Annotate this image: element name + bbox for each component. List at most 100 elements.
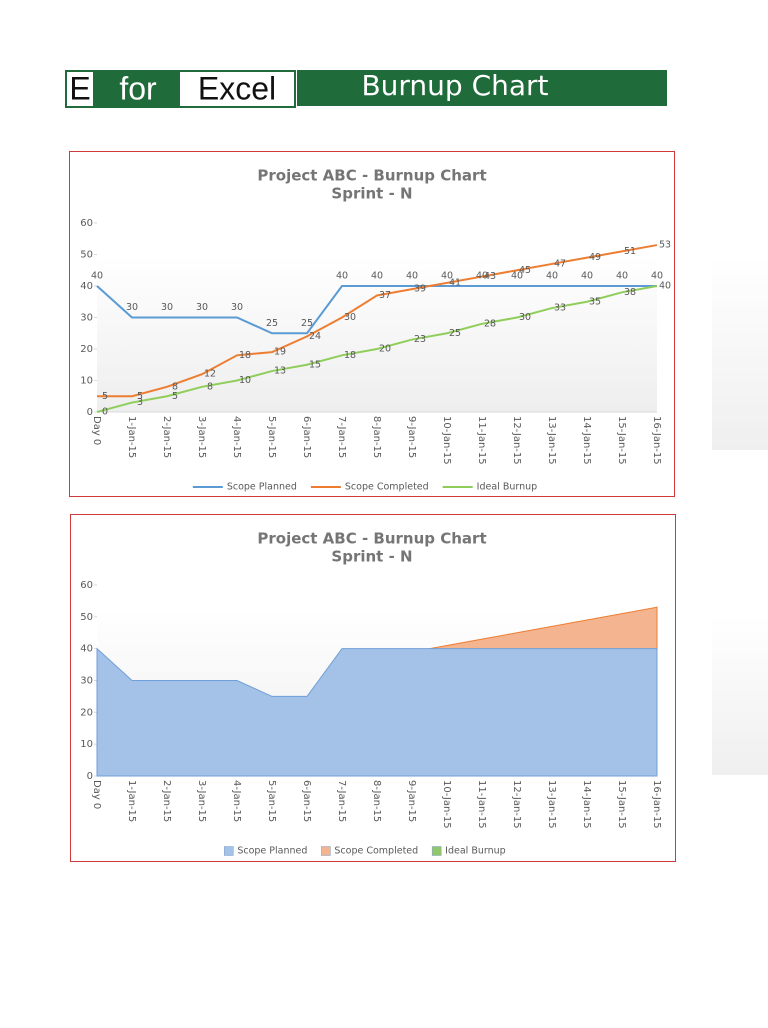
data-label: 30 (519, 312, 531, 323)
data-label: 40 (546, 271, 558, 282)
logo-for: for (119, 70, 157, 106)
x-tick-label: 4-Jan-15 (231, 780, 242, 822)
x-tick-label: Day 0 (91, 416, 102, 445)
data-label: 40 (91, 271, 103, 282)
y-tick-label: 30 (80, 676, 93, 687)
data-label: 30 (126, 302, 138, 313)
x-tick-label: 14-Jan-15 (581, 780, 592, 829)
x-tick-label: 5-Jan-15 (266, 780, 277, 822)
x-tick-label: 14-Jan-15 (581, 416, 592, 465)
x-tick-label: 11-Jan-15 (476, 416, 487, 465)
series-line (96, 285, 657, 335)
x-tick-label: 13-Jan-15 (546, 780, 557, 829)
logo-e: E (69, 70, 90, 106)
data-label: 3 (137, 397, 143, 408)
logo-excel: Excel (198, 70, 276, 106)
x-tick-label: 8-Jan-15 (371, 416, 382, 458)
legend-label: Scope Completed (345, 482, 429, 493)
page-title: Burnup Chart (361, 69, 548, 102)
data-label: 5 (102, 391, 108, 402)
data-label: 5 (137, 391, 143, 402)
data-label: 40 (616, 271, 628, 282)
data-label: 15 (309, 359, 321, 370)
x-tick-label: 10-Jan-15 (441, 780, 452, 829)
x-tick-label: 9-Jan-15 (406, 780, 417, 822)
chart-title: Project ABC - Burnup Chart (257, 167, 486, 185)
data-label: 8 (172, 381, 178, 392)
y-tick-label: 20 (80, 707, 93, 718)
data-label: 40 (406, 271, 418, 282)
x-tick-label: 15-Jan-15 (616, 416, 627, 465)
data-label: 45 (519, 265, 531, 276)
data-label: 30 (344, 312, 356, 323)
title-bar (297, 70, 667, 106)
y-tick-label: 0 (87, 407, 93, 418)
data-label: 51 (624, 246, 636, 257)
y-tick-label: 10 (80, 376, 93, 387)
x-tick-label: 3-Jan-15 (196, 780, 207, 822)
data-label: 40 (441, 271, 453, 282)
data-label: 40 (511, 271, 523, 282)
data-label: 20 (379, 344, 391, 355)
data-label: 10 (239, 375, 251, 386)
y-tick-label: 60 (80, 218, 93, 229)
data-label: 53 (659, 240, 671, 251)
x-tick-label: 2-Jan-15 (161, 780, 172, 822)
data-label: 40 (581, 271, 593, 282)
x-tick-label: 11-Jan-15 (476, 780, 487, 829)
y-tick-label: 30 (80, 313, 93, 324)
data-label: 23 (414, 334, 426, 345)
data-label: 30 (196, 302, 208, 313)
x-tick-label: 16-Jan-15 (651, 416, 662, 465)
data-label: 8 (207, 381, 213, 392)
y-tick-label: 60 (80, 580, 93, 591)
x-tick-label: 10-Jan-15 (441, 416, 452, 465)
x-tick-label: 6-Jan-15 (301, 416, 312, 458)
data-label: 18 (344, 350, 356, 361)
data-label: 30 (161, 302, 173, 313)
data-label: 5 (172, 391, 178, 402)
logo-box (67, 72, 93, 106)
data-label: 18 (239, 350, 251, 361)
legend-label: Scope Planned (227, 482, 297, 493)
data-label: 12 (204, 369, 216, 380)
data-label: 35 (589, 296, 601, 307)
legend-label: Ideal Burnup (477, 482, 538, 493)
data-label: 40 (476, 271, 488, 282)
y-tick-label: 40 (80, 644, 93, 655)
data-label: 25 (449, 328, 461, 339)
x-tick-label: 1-Jan-15 (126, 416, 137, 458)
x-tick-label: 1-Jan-15 (126, 780, 137, 822)
x-tick-label: 7-Jan-15 (336, 780, 347, 822)
x-tick-label: 12-Jan-15 (511, 416, 522, 465)
x-tick-label: 4-Jan-15 (231, 416, 242, 458)
data-label: 25 (266, 318, 278, 329)
data-label: 47 (554, 258, 566, 269)
side-panel (712, 615, 768, 775)
series-area (96, 647, 658, 777)
x-tick-label: 6-Jan-15 (301, 780, 312, 822)
chart-title: Project ABC - Burnup Chart (257, 530, 486, 548)
data-label: 38 (624, 287, 636, 298)
data-label: 25 (301, 318, 313, 329)
legend-label: Scope Completed (334, 846, 418, 857)
legend-label: Scope Planned (237, 846, 307, 857)
data-label: 19 (274, 347, 286, 358)
x-tick-label: 15-Jan-15 (616, 780, 627, 829)
series-line (96, 285, 658, 413)
data-label: 40 (336, 271, 348, 282)
data-label: 43 (484, 271, 496, 282)
x-tick-label: 5-Jan-15 (266, 416, 277, 458)
x-tick-label: 7-Jan-15 (336, 416, 347, 458)
data-label: 13 (274, 366, 286, 377)
legend-swatch (321, 846, 331, 856)
x-tick-label: 12-Jan-15 (511, 780, 522, 829)
data-label: 33 (554, 303, 566, 314)
data-label: 49 (589, 252, 601, 263)
chart-subtitle: Sprint - N (331, 548, 412, 566)
y-tick-label: 10 (80, 739, 93, 750)
x-tick-label: 8-Jan-15 (371, 780, 382, 822)
legend-swatch (224, 846, 234, 856)
